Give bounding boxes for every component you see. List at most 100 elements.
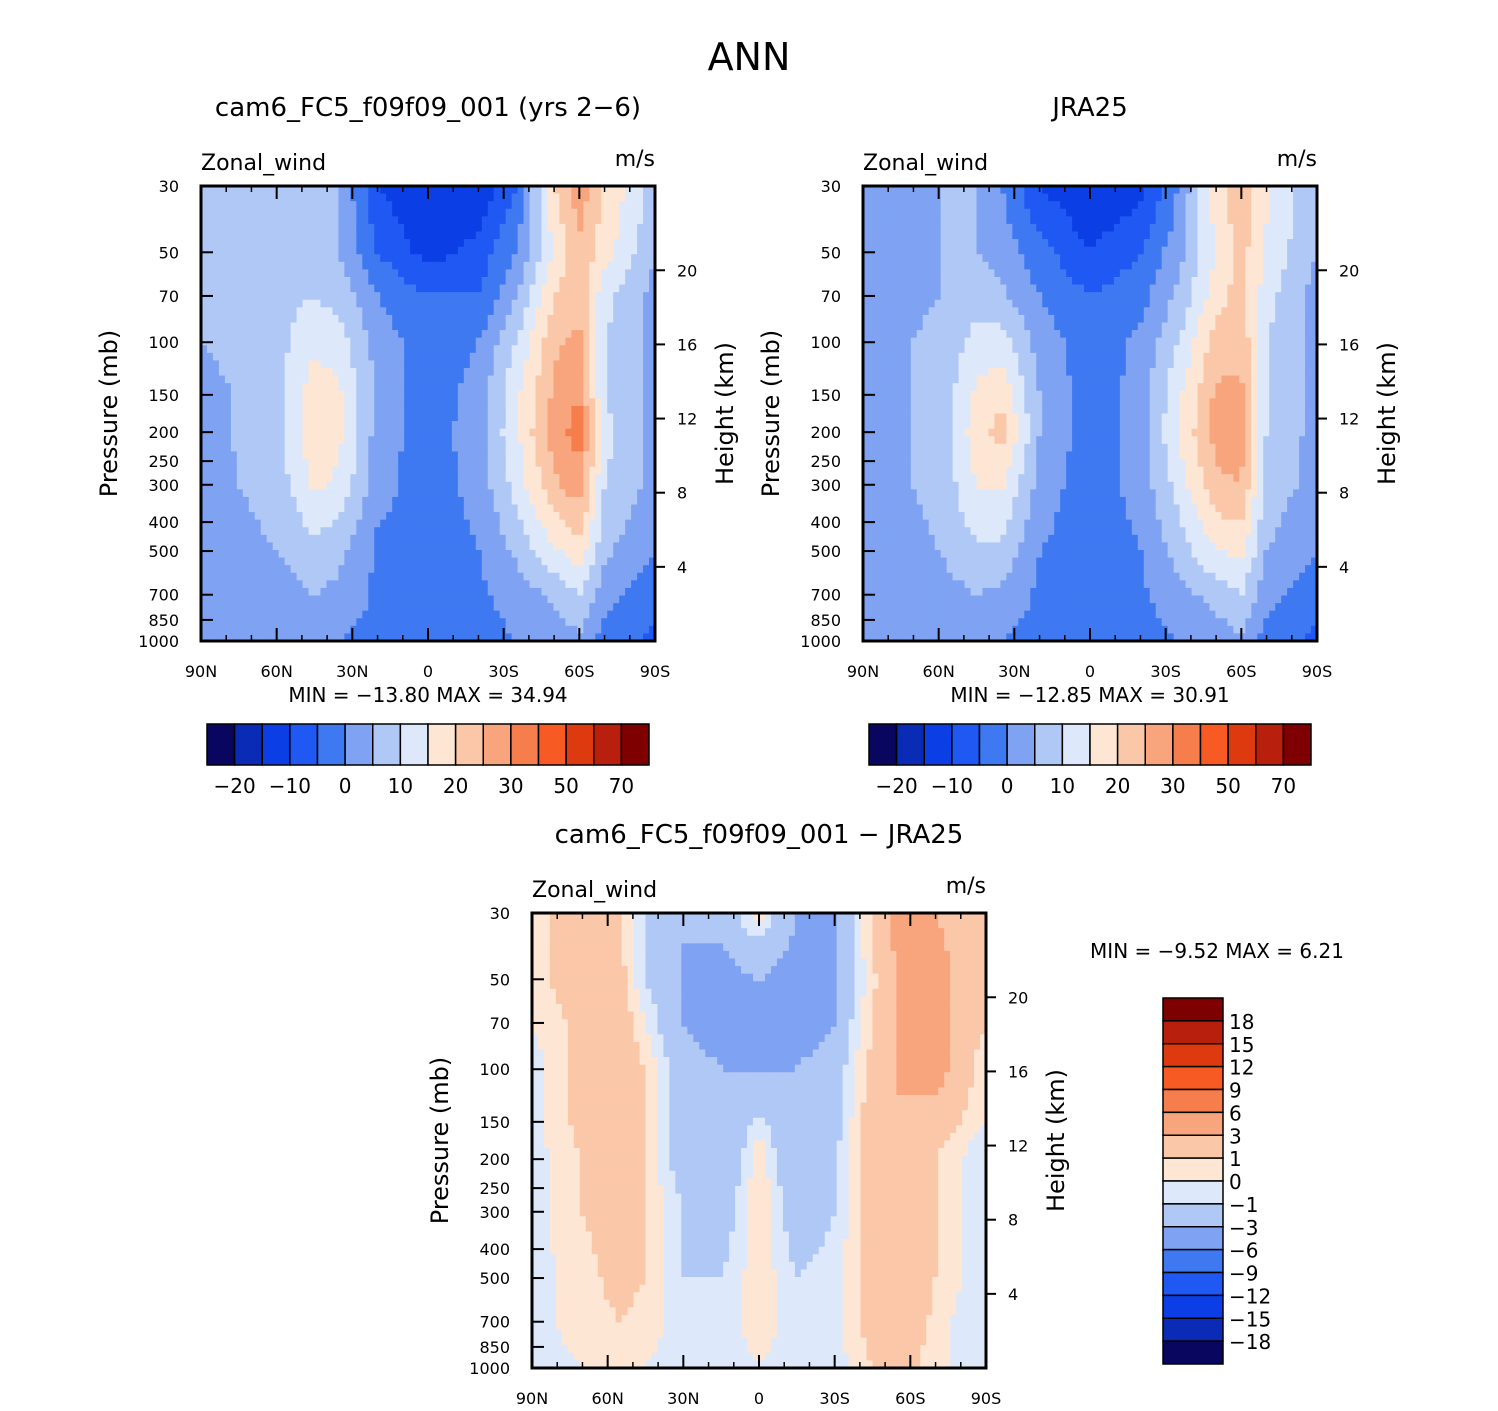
contour-cell <box>404 314 411 324</box>
contour-cell <box>595 527 602 536</box>
contour-cell <box>206 345 214 354</box>
contour-cell <box>571 231 578 240</box>
contour-cell <box>523 595 531 604</box>
contour-cell <box>224 322 232 331</box>
contour-cell <box>505 481 513 490</box>
contour-cell <box>272 345 280 354</box>
contour-cell <box>416 307 423 316</box>
contour-cell <box>410 375 417 384</box>
contour-cell <box>595 261 602 271</box>
contour-cell <box>1143 186 1151 195</box>
contour-cell <box>487 519 495 528</box>
contour-cell <box>1299 193 1306 202</box>
contour-cell <box>212 428 220 437</box>
contour-cell <box>212 239 220 248</box>
contour-cell <box>505 246 513 255</box>
contour-cell <box>266 254 274 263</box>
contour-cell <box>505 405 513 415</box>
contour-cell <box>577 512 584 521</box>
contour-cell <box>422 277 429 286</box>
contour-cell <box>970 201 978 210</box>
contour-cell <box>254 186 262 195</box>
contour-cell <box>1006 208 1013 217</box>
contour-cell <box>224 625 232 635</box>
contour-cell <box>410 345 417 354</box>
contour-cell <box>940 186 948 195</box>
contour-cell <box>529 618 537 627</box>
contour-cell <box>278 246 286 255</box>
contour-cell <box>511 550 519 559</box>
contour-cell <box>649 368 656 377</box>
contour-cell <box>428 625 435 635</box>
contour-cell <box>625 223 632 233</box>
contour-cell <box>380 254 387 263</box>
contour-cell <box>218 284 226 293</box>
contour-cell <box>475 284 483 293</box>
contour-cell <box>880 208 888 217</box>
contour-cell <box>380 633 387 642</box>
contour-cell <box>374 231 381 240</box>
contour-cell <box>260 322 268 331</box>
contour-cell <box>1018 208 1025 217</box>
contour-cell <box>1048 208 1055 217</box>
contour-cell <box>386 383 393 392</box>
contour-cell <box>356 314 363 324</box>
contour-cell <box>344 261 351 271</box>
contour-cell <box>433 436 441 445</box>
contour-cell <box>475 565 483 574</box>
contour-cell <box>320 633 328 642</box>
contour-cell <box>433 345 441 354</box>
contour-cell <box>326 496 334 506</box>
contour-cell <box>553 550 561 559</box>
contour-cell <box>625 481 632 490</box>
contour-cell <box>529 572 537 581</box>
contour-cell <box>218 489 226 498</box>
contour-cell <box>254 360 262 369</box>
contour-cell <box>892 201 900 210</box>
contour-cell <box>976 208 984 217</box>
contour-cell <box>356 186 363 195</box>
contour-cell <box>547 587 555 597</box>
contour-cell <box>362 186 369 195</box>
contour-cell <box>499 557 507 566</box>
contour-cell <box>613 345 620 354</box>
contour-cell <box>416 208 423 217</box>
contour-cell <box>260 603 268 612</box>
contour-cell <box>386 428 393 437</box>
contour-cell <box>457 519 465 528</box>
contour-cell <box>523 292 531 301</box>
contour-cell <box>302 390 310 399</box>
contour-cell <box>505 375 513 384</box>
contour-cell <box>254 580 262 589</box>
contour-cell <box>206 625 214 635</box>
contour-cell <box>224 292 232 301</box>
contour-cell <box>523 580 531 589</box>
contour-cell <box>493 360 501 369</box>
contour-cell <box>224 246 232 255</box>
contour-cell <box>451 390 459 399</box>
contour-cell <box>649 231 656 240</box>
contour-cell <box>649 352 656 362</box>
contour-cell <box>487 299 495 308</box>
contour-cell <box>332 504 339 513</box>
contour-cell <box>362 284 369 293</box>
contour-cell <box>631 451 638 460</box>
contour-cell <box>362 572 369 581</box>
contour-cell <box>643 436 650 445</box>
contour-cell <box>320 610 328 619</box>
contour-cell <box>1054 216 1061 225</box>
contour-cell <box>278 519 286 528</box>
contour-cell <box>637 292 644 301</box>
contour-cell <box>553 345 561 354</box>
contour-cell <box>631 231 638 240</box>
contour-cell <box>571 322 578 331</box>
contour-cell <box>577 633 584 642</box>
contour-cell <box>236 534 244 544</box>
contour-cell <box>1239 208 1246 217</box>
contour-cell <box>314 610 322 619</box>
contour-cell <box>386 360 393 369</box>
contour-cell <box>649 269 656 278</box>
contour-cell <box>571 254 578 263</box>
contour-cell <box>445 534 453 544</box>
contour-cell <box>266 550 274 559</box>
